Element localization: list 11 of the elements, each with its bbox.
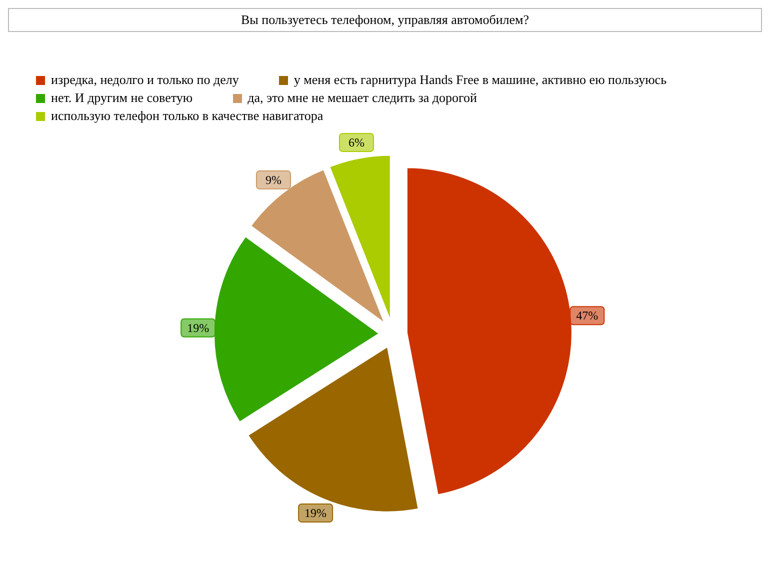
- legend-label: у меня есть гарнитура Hands Free в машине, активно ею пользуюсь: [292, 72, 667, 88]
- chart-title: Вы пользуетесь телефоном, управляя автомобилем?: [8, 8, 762, 32]
- legend-label: нет. И другим не советую: [50, 90, 193, 106]
- data-label: 19%: [304, 506, 327, 520]
- legend-label: да, это мне не мешает следить за дорогой: [246, 90, 477, 106]
- data-label: 6%: [348, 135, 364, 150]
- legend-label: изредка, недолго и только по делу: [50, 72, 239, 88]
- data-label: 47%: [576, 308, 598, 323]
- legend-label: использую телефон только в качестве навигатора: [50, 108, 324, 124]
- data-label: 9%: [265, 172, 282, 187]
- data-label: 19%: [187, 320, 210, 335]
